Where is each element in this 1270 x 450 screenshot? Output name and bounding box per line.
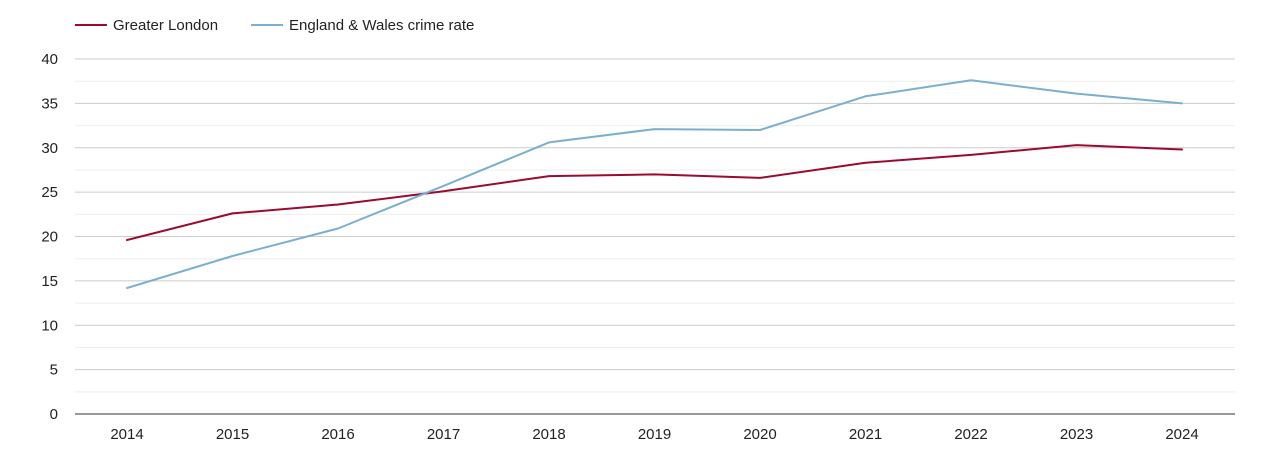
x-tick-label: 2021 xyxy=(849,426,882,443)
x-tick-label: 2016 xyxy=(321,426,354,443)
x-tick-label: 2024 xyxy=(1165,426,1198,443)
series-lines xyxy=(126,79,1183,289)
legend: Greater London England & Wales crime rat… xyxy=(75,17,474,34)
y-tick-label: 10 xyxy=(41,317,58,334)
x-axis-tick-labels: 2014 2015 2016 2017 2018 2019 2020 2021 2022 2023… xyxy=(110,426,1198,443)
x-tick-label: 2019 xyxy=(638,426,671,443)
x-tick-label: 2018 xyxy=(532,426,565,443)
y-tick-label: 15 xyxy=(41,273,58,290)
x-tick-label: 2015 xyxy=(216,426,249,443)
y-axis-tick-labels: 0 5 10 15 20 25 30 35 40 xyxy=(41,51,58,423)
gridlines xyxy=(75,58,1235,393)
x-tick-label: 2020 xyxy=(743,426,776,443)
y-tick-label: 5 xyxy=(50,362,58,379)
x-tick-label: 2023 xyxy=(1060,426,1093,443)
legend-label-england-wales: England & Wales crime rate xyxy=(289,17,474,34)
series-line-greater-london[interactable] xyxy=(126,144,1183,241)
y-tick-label: 25 xyxy=(41,184,58,201)
x-tick-label: 2014 xyxy=(110,426,143,443)
legend-item-england-wales[interactable]: England & Wales crime rate xyxy=(251,17,474,34)
legend-item-greater-london[interactable]: Greater London xyxy=(75,17,218,34)
y-tick-label: 40 xyxy=(41,51,58,68)
y-tick-label: 35 xyxy=(41,95,58,112)
y-tick-label: 0 xyxy=(50,406,58,423)
legend-label-greater-london: Greater London xyxy=(113,17,218,34)
x-tick-label: 2022 xyxy=(954,426,987,443)
y-tick-label: 30 xyxy=(41,140,58,157)
y-tick-label: 20 xyxy=(41,229,58,246)
x-tick-label: 2017 xyxy=(427,426,460,443)
series-line-england-wales[interactable] xyxy=(126,79,1183,289)
